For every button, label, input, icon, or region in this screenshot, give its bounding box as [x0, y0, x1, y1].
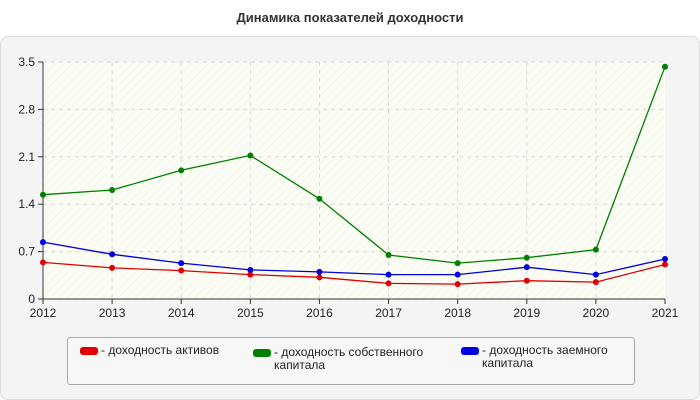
series-line-1	[42, 66, 666, 264]
series-0-point	[316, 274, 323, 281]
x-tick-label: 2014	[168, 306, 195, 320]
x-tick-label: 2021	[652, 306, 679, 320]
plot-area	[43, 62, 665, 299]
series-2-point	[385, 271, 392, 278]
series-1-point	[109, 186, 116, 193]
x-tick-label: 2012	[30, 306, 57, 320]
x-tick-label: 2015	[237, 306, 264, 320]
series-2-point	[247, 266, 254, 273]
x-tick-label: 2019	[513, 306, 540, 320]
x-tick-label: 2017	[375, 306, 402, 320]
series-lines	[40, 63, 668, 288]
series-1-point	[316, 195, 323, 202]
series-0-point	[40, 259, 46, 266]
series-1-point	[592, 246, 599, 253]
x-tick-label: 2013	[99, 306, 126, 320]
series-1-point	[40, 191, 46, 198]
series-2-point	[109, 251, 116, 258]
legend-label-debt: - доходность заемного капитала	[482, 343, 608, 370]
series-0-point	[592, 279, 599, 286]
legend-swatch-assets	[80, 347, 98, 355]
series-2-point	[592, 271, 599, 278]
series-1-point	[454, 260, 461, 267]
series-1-point	[662, 63, 668, 70]
series-2-point	[454, 271, 461, 278]
legend-swatch-equity	[253, 349, 271, 357]
series-0-point	[662, 261, 668, 268]
axes: 0 0.7 1.4 2.1 2.8 3.5 2012 2013 2014 2015 2016 2017…	[18, 55, 678, 320]
series-0-point	[385, 280, 392, 287]
y-tick-label: 3.5	[18, 55, 35, 69]
series-2-point	[40, 239, 46, 246]
legend-label-assets: - доходность активов	[101, 343, 220, 357]
chart-title: Динамика показателей доходности	[236, 10, 464, 25]
legend-swatch-debt	[461, 347, 479, 355]
y-tick-label: 2.8	[18, 102, 35, 116]
x-tick-label: 2020	[583, 306, 610, 320]
y-tick-label: 0	[28, 292, 35, 306]
series-2-point	[662, 256, 668, 263]
series-2-point	[523, 264, 530, 271]
series-1-point	[247, 152, 254, 159]
legend-label-equity: - доходность собственного капитала	[274, 345, 424, 372]
series-0-point	[109, 264, 116, 271]
series-line-0	[42, 261, 666, 285]
series-0-point	[178, 267, 185, 274]
series-0-point	[523, 277, 530, 284]
series-1-point	[385, 251, 392, 258]
series-2-point	[178, 260, 185, 267]
series-0-point	[454, 281, 461, 288]
legend: - доходность активов - доходность собств…	[67, 337, 635, 385]
series-line-2	[42, 241, 666, 276]
y-tick-label: 0.7	[18, 245, 35, 259]
series-0-point	[247, 271, 254, 278]
y-tick-label: 2.1	[18, 150, 35, 164]
series-1-point	[523, 254, 530, 261]
series-1-point	[178, 167, 185, 174]
y-tick-label: 1.4	[18, 197, 35, 211]
series-2-point	[316, 268, 323, 275]
x-tick-label: 2018	[444, 306, 471, 320]
x-tick-label: 2016	[306, 306, 333, 320]
